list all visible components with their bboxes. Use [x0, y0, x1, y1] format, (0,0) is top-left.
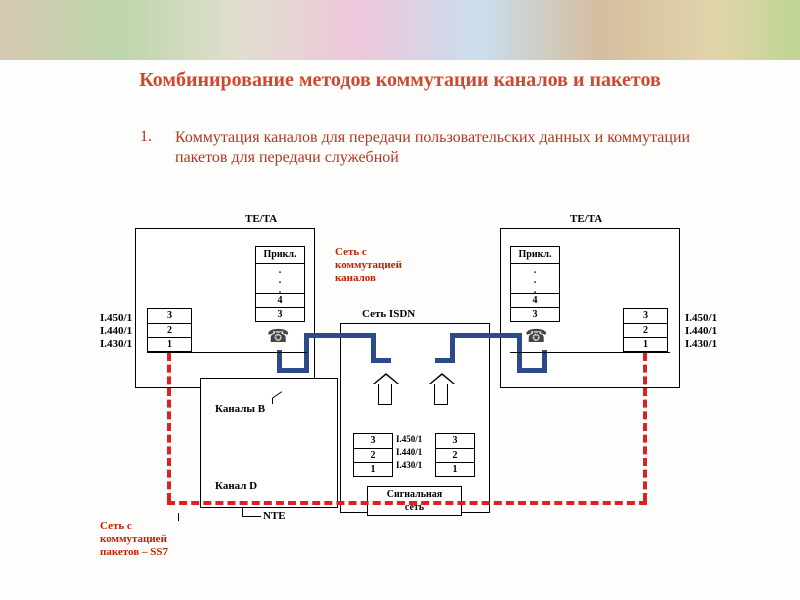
- right-small-stack: 3 2 1: [623, 308, 668, 352]
- kanal-d: Канал D: [215, 480, 257, 492]
- isdn-box: [340, 323, 490, 513]
- blue-l6: [371, 358, 391, 363]
- left-small-stack: 3 2 1: [147, 308, 192, 352]
- c-i430: I.430/1: [396, 460, 422, 470]
- nte-leader: [242, 508, 243, 516]
- right-i450: I.450/1: [685, 312, 717, 324]
- r-stack-4: 4: [511, 293, 559, 307]
- banner-image: [0, 0, 800, 60]
- rs3: 3: [624, 309, 667, 323]
- rs2: 2: [624, 323, 667, 337]
- up-arrow-2: [434, 383, 448, 405]
- kanaly-b: Каналы В: [215, 403, 265, 415]
- r-stack-top: Прикл.: [511, 247, 559, 263]
- slide-title: Комбинирование методов коммутации канало…: [0, 60, 800, 94]
- right-i440: I.440/1: [685, 325, 717, 337]
- stack-dots: ...: [256, 263, 304, 293]
- blue-r4: [450, 333, 522, 338]
- circuit-net-label-2: коммутацией: [335, 259, 402, 271]
- red-lv: [167, 353, 171, 501]
- ss7-3: пакетов – SS7: [100, 546, 168, 558]
- red-rv: [643, 353, 647, 501]
- rs1: 1: [624, 337, 667, 351]
- isdn-label: Сеть ISDN: [362, 308, 415, 320]
- csr1: 1: [436, 462, 474, 476]
- csl2: 2: [354, 448, 392, 462]
- c-i450: I.450/1: [396, 434, 422, 444]
- left-i430: I.430/1: [100, 338, 132, 350]
- red-bottom: [167, 501, 647, 505]
- left-teta-label: TE/TA: [245, 213, 277, 225]
- left-i450: I.450/1: [100, 312, 132, 324]
- thin-b2: [510, 352, 670, 353]
- blue-r1: [542, 350, 547, 370]
- ss7-leader: [178, 513, 179, 521]
- blue-l4: [304, 333, 376, 338]
- blue-r3: [517, 333, 522, 373]
- center-stack-left: 3 2 1: [353, 433, 393, 477]
- left-tall-stack: Прикл. ... 4 3: [255, 246, 305, 322]
- circuit-net-label-1: Сеть с: [335, 246, 367, 258]
- thin-b1: [147, 352, 307, 353]
- right-i430: I.430/1: [685, 338, 717, 350]
- blue-l1: [277, 350, 282, 370]
- stack-top: Прикл.: [256, 247, 304, 263]
- up-arrow-1: [378, 383, 392, 405]
- body-text: Коммутация каналов для передачи пользова…: [175, 128, 695, 168]
- signal-net-1: Сигнальная: [368, 488, 461, 501]
- stack-4: 4: [256, 293, 304, 307]
- right-teta-label: TE/TA: [570, 213, 602, 225]
- stack-1: 1: [148, 337, 191, 351]
- csr2: 2: [436, 448, 474, 462]
- blue-l3: [304, 333, 309, 373]
- ss7-1: Сеть с: [100, 520, 132, 532]
- stack-3b: 3: [256, 307, 304, 321]
- r-stack-dots: ...: [511, 263, 559, 293]
- c-i440: I.440/1: [396, 447, 422, 457]
- r-stack-3: 3: [511, 307, 559, 321]
- nte-leader2: [242, 516, 261, 517]
- nte-label: NTE: [263, 510, 286, 522]
- list-number: 1.: [140, 128, 152, 146]
- phone-icon-right: ☎: [525, 326, 547, 347]
- stack-3: 3: [148, 309, 191, 323]
- left-i440: I.440/1: [100, 325, 132, 337]
- csr3: 3: [436, 434, 474, 448]
- ss7-2: коммутацией: [100, 533, 167, 545]
- phone-icon-left: ☎: [267, 326, 289, 347]
- circuit-net-label-3: каналов: [335, 272, 376, 284]
- csl1: 1: [354, 462, 392, 476]
- network-diagram: TE/TA I.450/1 I.440/1 I.430/1 3 2 1 Прик…: [100, 208, 730, 568]
- csl3: 3: [354, 434, 392, 448]
- right-tall-stack: Прикл. ... 4 3: [510, 246, 560, 322]
- stack-2: 2: [148, 323, 191, 337]
- center-stack-right: 3 2 1: [435, 433, 475, 477]
